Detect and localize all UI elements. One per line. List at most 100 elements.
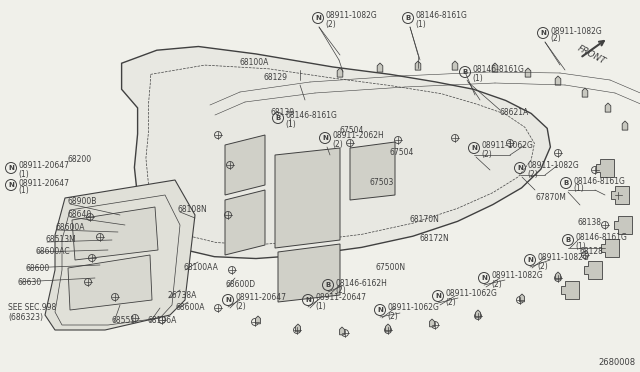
Polygon shape [605,103,611,112]
Text: 08911-2062H: 08911-2062H [333,131,384,141]
Text: 08146-8161G: 08146-8161G [415,12,467,20]
Polygon shape [452,61,458,70]
Text: 68172N: 68172N [420,234,450,243]
Text: 08911-20647: 08911-20647 [19,179,70,187]
Text: 68200: 68200 [68,155,92,164]
Polygon shape [622,121,628,130]
Polygon shape [614,216,632,234]
Text: (2): (2) [333,140,343,148]
Text: 08911-1082G: 08911-1082G [527,161,579,170]
Text: N: N [8,165,14,171]
Text: N: N [435,293,441,299]
Polygon shape [68,255,152,310]
Text: 68128: 68128 [580,247,604,256]
Text: 08911-1062G: 08911-1062G [445,289,497,298]
Text: 68100A: 68100A [240,58,269,67]
Text: (2): (2) [236,301,246,311]
Text: 08911-1082G: 08911-1082G [326,12,377,20]
Text: N: N [540,30,546,36]
Text: SEE SEC.998
(686323): SEE SEC.998 (686323) [8,303,56,323]
Polygon shape [275,148,340,248]
Text: B: B [325,282,331,288]
Text: 68138: 68138 [578,218,602,227]
Polygon shape [385,324,390,332]
Polygon shape [45,180,195,330]
Text: (2): (2) [335,286,346,295]
Text: 08911-1062G: 08911-1062G [481,141,533,151]
Polygon shape [601,239,619,257]
Text: N: N [225,297,231,303]
Text: 68900B: 68900B [68,197,97,206]
Text: (2): (2) [326,19,336,29]
Text: 68108N: 68108N [178,205,208,214]
Polygon shape [596,159,614,177]
Text: 67503: 67503 [370,178,394,187]
Text: (2): (2) [387,311,398,321]
Polygon shape [122,46,550,259]
Text: 08911-1082G: 08911-1082G [550,26,602,35]
Text: 68100AA: 68100AA [183,263,218,272]
Text: N: N [377,307,383,313]
Text: (2): (2) [445,298,456,307]
Text: 08911-1082G: 08911-1082G [492,272,543,280]
Text: 68600AC: 68600AC [35,247,70,256]
Polygon shape [337,68,343,77]
Polygon shape [225,135,265,195]
Polygon shape [561,281,579,299]
Text: B: B [565,237,571,243]
Text: 68640: 68640 [68,210,92,219]
Text: 68600A: 68600A [176,303,205,312]
Polygon shape [377,63,383,72]
Text: (2): (2) [538,262,548,270]
Polygon shape [350,142,395,200]
Polygon shape [296,324,300,332]
Text: 08146-8161G: 08146-8161G [472,65,524,74]
Text: 68170N: 68170N [410,215,440,224]
Text: 68600D: 68600D [225,280,255,289]
Polygon shape [225,190,265,255]
Text: N: N [517,165,523,171]
Text: 68600: 68600 [25,264,49,273]
Polygon shape [611,186,629,204]
Polygon shape [255,316,260,324]
Text: 67504: 67504 [390,148,414,157]
Text: (1): (1) [316,301,326,311]
Text: (2): (2) [481,150,492,158]
Text: 26738A: 26738A [167,291,196,300]
Polygon shape [429,319,435,327]
Polygon shape [582,88,588,97]
Text: N: N [322,135,328,141]
Text: N: N [481,275,487,281]
Text: 68551: 68551 [112,316,136,325]
Polygon shape [556,272,561,280]
Text: B: B [462,69,468,75]
Text: 68600A: 68600A [55,223,84,232]
Text: 2680008: 2680008 [599,358,636,367]
Text: 08146-8161G: 08146-8161G [573,176,625,186]
Text: (1): (1) [575,241,586,250]
Text: 67870M: 67870M [535,193,566,202]
Polygon shape [520,294,524,302]
Text: 67504: 67504 [340,126,364,135]
Polygon shape [72,207,158,260]
Text: 68139: 68139 [271,108,295,117]
Text: 68196A: 68196A [148,316,177,325]
Text: (1): (1) [415,19,426,29]
Text: (1): (1) [19,186,29,196]
Text: (2): (2) [527,170,538,179]
Text: 08146-8161G: 08146-8161G [575,234,627,243]
Polygon shape [584,261,602,279]
Text: 08911-1082G: 08911-1082G [538,253,589,263]
Text: N: N [315,15,321,21]
Text: 68630: 68630 [18,278,42,287]
Text: (2): (2) [550,35,561,44]
Text: 68621A: 68621A [500,108,529,117]
Text: (1): (1) [573,185,584,193]
Text: 08146-6162H: 08146-6162H [335,279,387,288]
Text: 08911-1062G: 08911-1062G [387,304,440,312]
Text: (2): (2) [492,279,502,289]
Text: B: B [563,180,568,186]
Polygon shape [492,63,498,72]
Text: N: N [527,257,533,263]
Text: FRONT: FRONT [576,44,607,66]
